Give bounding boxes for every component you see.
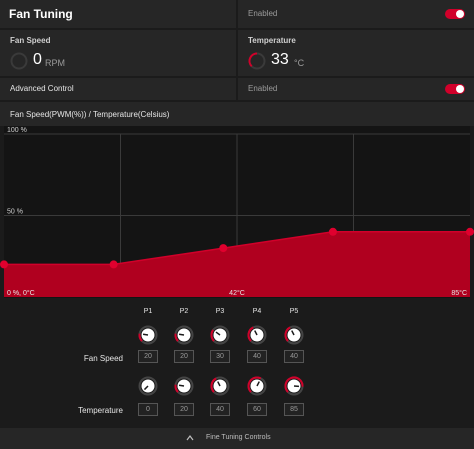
- fan-speed-knob-p4[interactable]: [247, 325, 267, 345]
- chart-title: Fan Speed(PWM(%)) / Temperature(Celsius): [10, 110, 170, 119]
- fan-tuning-title-cell: Fan Tuning: [0, 0, 236, 28]
- fan-speed-cell: Fan Speed 0 RPM: [0, 30, 236, 76]
- curve-point-p4[interactable]: [328, 227, 337, 236]
- fine-tuning-controls-label: Fine Tuning Controls: [206, 434, 271, 441]
- fan-speed-input-p1[interactable]: 20: [138, 350, 158, 363]
- advanced-control-label-cell: Advanced Control: [0, 78, 236, 100]
- toggle-knob: [456, 85, 464, 93]
- x-tick-label-end: 85°C: [451, 289, 467, 297]
- curve-point-p5[interactable]: [466, 227, 474, 236]
- fan-tuning-row: Fan Tuning Enabled: [0, 0, 474, 28]
- curve-point-p1[interactable]: [0, 260, 8, 269]
- fan-curve-chart[interactable]: 100 % 50 % 0 %, 0°C 42°C 85°C: [0, 126, 474, 298]
- point-label-p4: P4: [252, 308, 262, 315]
- advanced-control-status: Enabled: [248, 84, 278, 93]
- fan-speed-row-label: Fan Speed: [83, 354, 123, 363]
- advanced-control-row: Advanced Control Enabled: [0, 78, 474, 100]
- fan-speed-knob-p3[interactable]: [210, 325, 230, 345]
- curve-point-p3[interactable]: [219, 244, 228, 253]
- fan-speed-input-p3[interactable]: 30: [210, 350, 230, 363]
- fan-tuning-status: Enabled: [248, 9, 278, 18]
- point-label-p2: P2: [179, 308, 189, 315]
- toggle-knob: [456, 10, 464, 18]
- fan-speed-unit: RPM: [45, 58, 65, 68]
- temperature-cell: Temperature 33 °C: [238, 30, 474, 76]
- fine-tuning-footer[interactable]: Fine Tuning Controls: [0, 428, 474, 449]
- x-tick-label-mid: 42°C: [229, 289, 245, 297]
- fan-speed-knob-p2[interactable]: [174, 325, 194, 345]
- temperature-gauge-icon: [248, 52, 266, 70]
- temperature-knob-p5[interactable]: [284, 376, 304, 396]
- x-tick-label-start: 0 %, 0°C: [7, 289, 35, 297]
- fan-speed-gauge-icon: [10, 52, 28, 70]
- fan-curve-svg: 100 % 50 % 0 %, 0°C 42°C 85°C: [0, 126, 474, 298]
- temperature-knob-p2[interactable]: [174, 376, 194, 396]
- advanced-control-label: Advanced Control: [10, 84, 74, 93]
- fine-tuning-panel: Fan Speed Temperature P1 20 0 P2 20 20 P3 30 40 P…: [0, 298, 474, 426]
- y-tick-label: 100 %: [7, 127, 27, 134]
- temperature-input-p4[interactable]: 60: [247, 403, 267, 416]
- advanced-control-status-cell: Enabled: [238, 78, 474, 100]
- readout-row: Fan Speed 0 RPM Temperature 33 °C: [0, 30, 474, 76]
- point-label-p3: P3: [215, 308, 225, 315]
- fan-tuning-status-cell: Enabled: [238, 0, 474, 28]
- temperature-input-p3[interactable]: 40: [210, 403, 230, 416]
- fan-speed-label: Fan Speed: [10, 36, 51, 45]
- curve-point-p2[interactable]: [109, 260, 118, 269]
- fan-tuning-toggle[interactable]: [445, 9, 465, 19]
- temperature-knob-p3[interactable]: [210, 376, 230, 396]
- fan-speed-knob-p5[interactable]: [284, 325, 304, 345]
- fan-speed-input-p2[interactable]: 20: [174, 350, 194, 363]
- point-label-p1: P1: [143, 308, 153, 315]
- chart-header: Fan Speed(PWM(%)) / Temperature(Celsius): [0, 102, 474, 126]
- temperature-unit: °C: [294, 58, 305, 68]
- temperature-input-p5[interactable]: 85: [284, 403, 304, 416]
- fan-speed-value: 0: [33, 51, 42, 68]
- y-tick-label: 50 %: [7, 209, 23, 216]
- fan-speed-knob-p1[interactable]: [138, 325, 158, 345]
- temperature-value: 33: [271, 51, 289, 68]
- point-label-p5: P5: [289, 308, 299, 315]
- temperature-knob-p4[interactable]: [247, 376, 267, 396]
- fan-speed-input-p5[interactable]: 40: [284, 350, 304, 363]
- temperature-input-p1[interactable]: 0: [138, 403, 158, 416]
- temperature-label: Temperature: [248, 36, 296, 45]
- advanced-control-toggle[interactable]: [445, 84, 465, 94]
- chevron-up-icon: [186, 435, 194, 441]
- temperature-row-label: Temperature: [78, 406, 123, 415]
- temperature-knob-p1[interactable]: [138, 376, 158, 396]
- fan-curve-area: [4, 231, 470, 297]
- fan-tuning-title: Fan Tuning: [9, 7, 73, 21]
- fan-speed-input-p4[interactable]: 40: [247, 350, 267, 363]
- temperature-input-p2[interactable]: 20: [174, 403, 194, 416]
